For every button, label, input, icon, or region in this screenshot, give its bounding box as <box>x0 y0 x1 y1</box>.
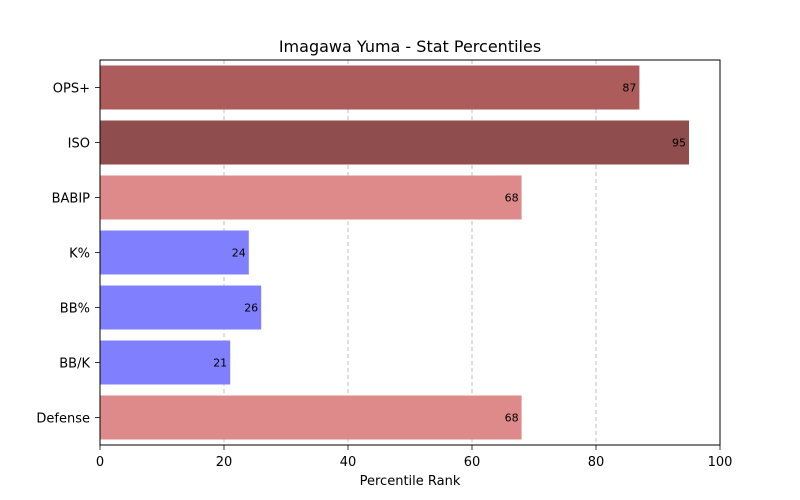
x-tick-label: 60 <box>464 455 481 470</box>
y-tick-label: Defense <box>36 412 90 427</box>
value-label: 95 <box>672 137 686 150</box>
value-label: 21 <box>213 357 227 370</box>
y-tick-label: BB/K <box>59 357 90 372</box>
x-tick-label: 20 <box>216 455 233 470</box>
x-tick-label: 0 <box>96 455 104 470</box>
y-tick-label: OPS+ <box>53 82 90 97</box>
bar <box>100 120 689 165</box>
bar <box>100 230 249 275</box>
y-tick-label: ISO <box>68 137 90 152</box>
bar <box>100 395 522 440</box>
value-label: 87 <box>622 82 636 95</box>
y-tick-label: BABIP <box>52 192 91 207</box>
x-tick-label: 80 <box>588 455 605 470</box>
bar <box>100 65 640 110</box>
value-label: 68 <box>505 412 519 425</box>
value-label: 26 <box>244 302 258 315</box>
value-label: 24 <box>232 247 246 260</box>
y-tick-label: K% <box>69 247 90 262</box>
bar <box>100 340 231 385</box>
chart-title: Imagawa Yuma - Stat Percentiles <box>279 37 541 56</box>
bar <box>100 285 262 330</box>
bar <box>100 175 522 220</box>
bars <box>100 65 689 440</box>
value-label: 68 <box>505 192 519 205</box>
x-tick-label: 100 <box>708 455 733 470</box>
value-labels: 87 95 68 24 26 21 68 <box>213 82 686 425</box>
x-axis-label: Percentile Rank <box>360 474 461 489</box>
y-tick-label: BB% <box>60 302 90 317</box>
x-axis: 0 20 40 60 80 100 <box>96 445 733 470</box>
x-tick-label: 40 <box>340 455 357 470</box>
y-axis: OPS+ ISO BABIP K% BB% BB/K Defense <box>36 82 100 427</box>
